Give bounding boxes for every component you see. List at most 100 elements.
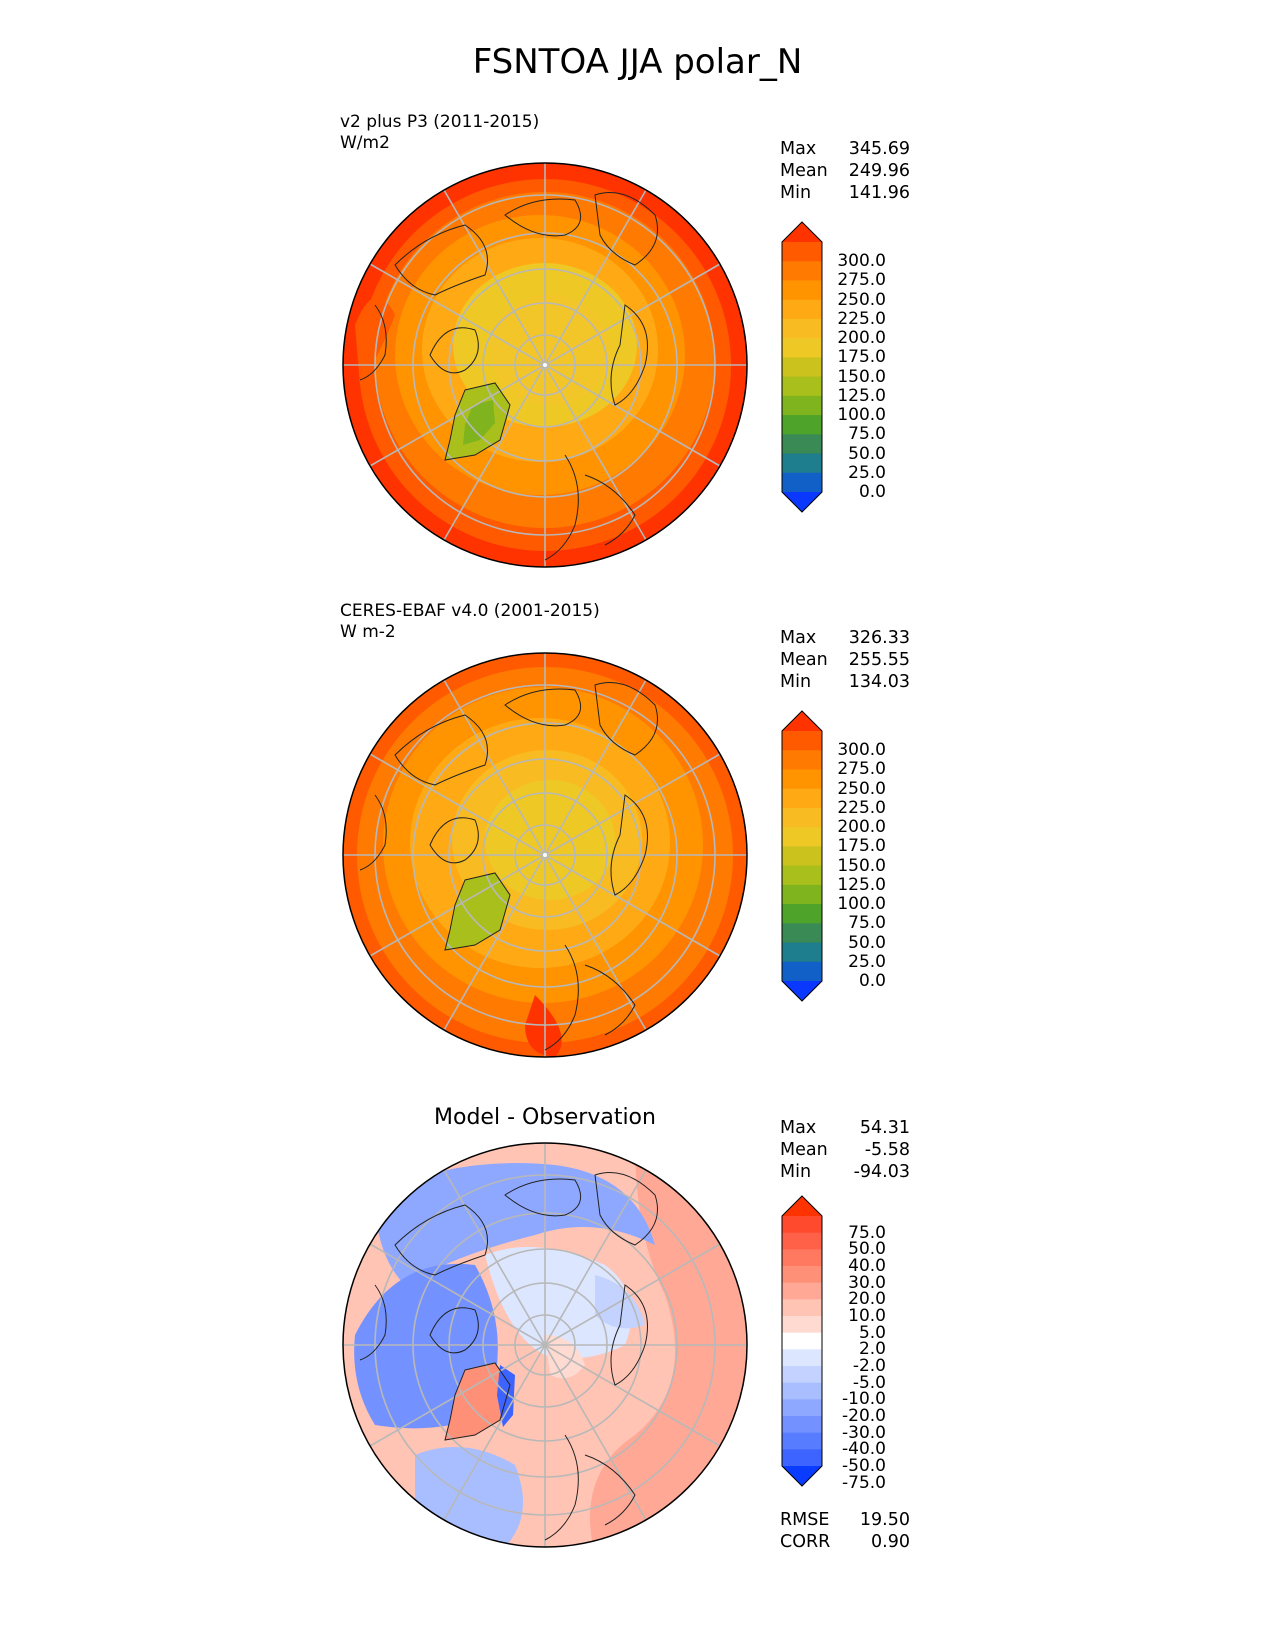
colorbar-segment <box>782 846 822 867</box>
colorbar-outline <box>781 221 823 513</box>
colorbar-segment <box>782 788 822 809</box>
colorbar-tick-label: 0.0 <box>858 482 886 502</box>
colorbar-tick-label: 200.0 <box>837 328 886 349</box>
colorbar-segment <box>782 376 822 397</box>
colorbar-segment <box>782 807 822 828</box>
colorbar-outline <box>781 710 823 1002</box>
colorbar-segment <box>782 415 822 435</box>
colorbar-segment <box>782 865 822 886</box>
colorbar-tick-label: 300.0 <box>837 740 886 761</box>
colorbar-extend-min <box>782 492 822 512</box>
panel-diff-map <box>342 1142 748 1548</box>
colorbar-tick-label: 2.0 <box>858 1339 886 1360</box>
panel-ref-units: W m-2 <box>340 622 396 642</box>
colorbar-segment <box>782 1399 822 1417</box>
panel-ref-label: CERES-EBAF v4.0 (2001-2015) <box>340 601 600 621</box>
colorbar-tick-label: 150.0 <box>837 366 886 387</box>
colorbar-diff <box>781 1195 823 1487</box>
colorbar-tick-label: 225.0 <box>837 308 886 329</box>
colorbar-tick-label: 100.0 <box>837 405 886 426</box>
colorbar-extend-min <box>782 981 822 1001</box>
colorbar-tick-label: 50.0 <box>848 443 886 464</box>
colorbar-extend-max <box>782 222 822 242</box>
colorbar-segment <box>782 942 822 963</box>
colorbar-tick-label: 150.0 <box>837 855 886 876</box>
colorbar-tick-label: 30.0 <box>848 1272 886 1293</box>
colorbar-tick-label: 0.0 <box>858 971 886 991</box>
colorbar-tick-label: -40.0 <box>842 1439 886 1460</box>
stat-max: Max 345.69 <box>780 139 910 159</box>
coastlines <box>359 192 658 561</box>
colorbar-segment <box>782 750 822 770</box>
colorbar-segment <box>782 884 822 905</box>
colorbar-tick-label: 25.0 <box>848 951 886 972</box>
colorbar-tick-label: 75.0 <box>848 1222 886 1243</box>
colorbar-segment <box>782 1332 822 1350</box>
colorbar-tick-label: 300.0 <box>837 251 886 272</box>
colorbar-segment <box>782 338 822 358</box>
colorbar-segment <box>782 961 822 982</box>
panel-diff-metrics: RMSE 19.50 CORR 0.90 <box>780 1509 910 1553</box>
metric-corr: CORR 0.90 <box>780 1532 910 1552</box>
colorbar-extend-max <box>782 711 822 731</box>
colorbar-diff-ticks: 75.0 50.0 40.0 30.0 20.0 10.0 5.0 2.0 -2.0 -5.0 -1… <box>826 1196 886 1491</box>
colorbar-segment <box>782 1382 822 1400</box>
colorbar-tick-label: 125.0 <box>837 874 886 895</box>
colorbar-tick-label: 5.0 <box>858 1322 886 1343</box>
colorbar-tick-label: 75.0 <box>848 424 886 445</box>
colorbar-test <box>781 221 823 513</box>
colorbar-segment <box>782 1432 822 1450</box>
colorbar-extend-max <box>782 1196 822 1216</box>
colorbar-segment <box>782 1266 822 1284</box>
colorbar-segment <box>782 923 822 944</box>
colorbar-tick-label: 175.0 <box>837 836 886 857</box>
stat-mean: Mean -5.58 <box>780 1140 910 1160</box>
colorbar-segment <box>782 472 822 493</box>
stat-max: Max 326.33 <box>780 628 910 648</box>
colorbar-tick-label: 50.0 <box>848 932 886 953</box>
colorbar-tick-label: 225.0 <box>837 797 886 818</box>
stat-min: Min -94.03 <box>780 1162 910 1182</box>
colorbar-segment <box>782 1349 822 1367</box>
colorbar-segment <box>782 1216 822 1234</box>
colorbar-outline <box>781 1195 823 1487</box>
panel-test-map <box>342 162 748 568</box>
colorbar-segment <box>782 904 822 924</box>
colorbar-ref-ticks: 300.0 275.0 250.0 225.0 200.0 175.0 150.0 125.0… <box>826 711 886 1001</box>
colorbar-tick-label: -75.0 <box>842 1472 886 1493</box>
panel-ref-stats: Max 326.33 Mean 255.55 Min 134.03 <box>780 627 910 693</box>
colorbar-segment <box>782 318 822 339</box>
colorbar-segment <box>782 261 822 281</box>
panel-test-stats: Max 345.69 Mean 249.96 Min 141.96 <box>780 138 910 204</box>
stat-min: Min 141.96 <box>780 183 910 203</box>
colorbar-tick-label: -30.0 <box>842 1422 886 1443</box>
colorbar-tick-label: -20.0 <box>842 1406 886 1426</box>
page-title: FSNTOA JJA polar_N <box>472 42 803 82</box>
colorbar-tick-label: 275.0 <box>837 759 886 780</box>
colorbar-tick-label: 100.0 <box>837 894 886 915</box>
colorbar-tick-label: 20.0 <box>848 1289 886 1310</box>
panel-test-units: W/m2 <box>340 133 390 153</box>
colorbar-segment <box>782 242 822 262</box>
stat-min: Min 134.03 <box>780 672 910 692</box>
stat-mean: Mean 249.96 <box>780 161 910 181</box>
colorbar-segment <box>782 827 822 847</box>
colorbar-test-ticks: 300.0 275.0 250.0 225.0 200.0 175.0 150.0 125.0… <box>826 222 886 512</box>
colorbar-tick-label: -5.0 <box>852 1372 886 1393</box>
panel-test-label: v2 plus P3 (2011-2015) <box>340 112 540 132</box>
colorbar-tick-label: 125.0 <box>837 385 886 406</box>
colorbar-segment <box>782 769 822 790</box>
colorbar-segment <box>782 434 822 455</box>
colorbar-tick-label: 200.0 <box>837 817 886 838</box>
colorbar-segment <box>782 1232 822 1250</box>
panel-ref-map <box>342 652 748 1058</box>
colorbar-segment <box>782 731 822 751</box>
colorbar-segment <box>782 1316 822 1334</box>
colorbar-segment <box>782 1449 822 1467</box>
colorbar-ref <box>781 710 823 1002</box>
map-border <box>342 162 748 568</box>
colorbar-segment <box>782 453 822 474</box>
colorbar-tick-label: 40.0 <box>848 1256 886 1276</box>
colorbar-segment <box>782 280 822 301</box>
colorbar-segment <box>782 357 822 378</box>
